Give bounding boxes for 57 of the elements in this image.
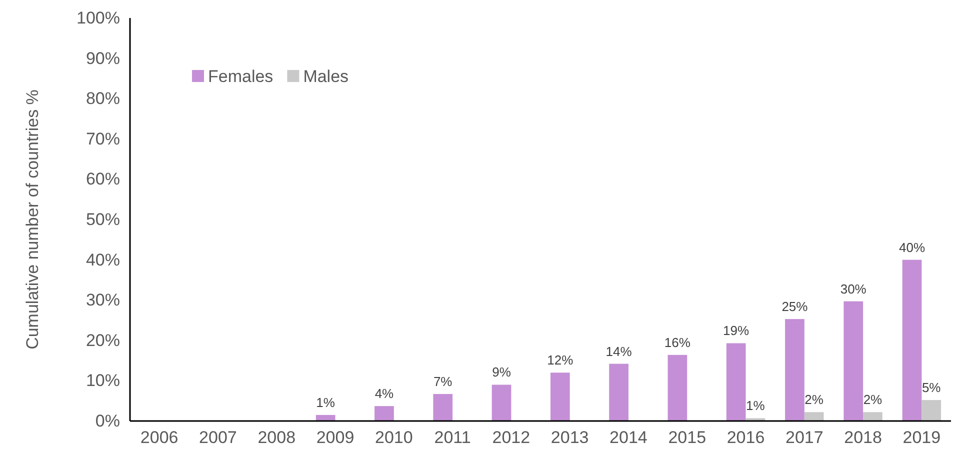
data-label: 4%	[374, 386, 394, 402]
y-tick-label: 30%	[86, 290, 120, 310]
x-tick-label: 2013	[550, 428, 589, 448]
x-tick-label: 2016	[726, 428, 765, 448]
bar	[316, 414, 336, 421]
bar	[726, 343, 746, 421]
y-tick-label: 100%	[76, 8, 120, 28]
y-tick-label: 90%	[86, 48, 120, 68]
data-label: 14%	[606, 344, 632, 359]
data-label: 25%	[782, 299, 808, 314]
bar	[863, 412, 882, 421]
y-tick-label: 70%	[86, 129, 120, 148]
bar	[902, 260, 922, 421]
y-tick-label: 40%	[86, 250, 120, 270]
y-tick-label: 60%	[86, 170, 120, 189]
data-label: 19%	[723, 323, 750, 338]
bar	[550, 372, 570, 421]
y-tick-label: 50%	[86, 210, 120, 229]
x-tick-label: 2011	[434, 428, 471, 448]
legend-label: Males	[303, 67, 349, 86]
x-tick-label: 2009	[316, 428, 354, 448]
bar	[374, 406, 394, 421]
y-axis-title: Cumulative number of countries %	[23, 90, 42, 350]
bar	[804, 412, 824, 421]
y-tick-label: 20%	[86, 330, 120, 350]
data-label: 5%	[922, 380, 942, 396]
data-label: 9%	[492, 364, 512, 380]
data-label: 1%	[746, 398, 766, 414]
bar	[922, 400, 942, 421]
x-tick-label: 2012	[492, 428, 530, 448]
x-tick-label: 2010	[374, 428, 413, 448]
data-label: 40%	[898, 240, 926, 255]
data-label: 1%	[316, 394, 336, 410]
bar	[492, 384, 512, 421]
y-tick-label: 0%	[95, 411, 120, 430]
x-tick-label: 2008	[258, 428, 296, 448]
bar	[785, 319, 804, 421]
legend-label: Females	[208, 67, 274, 86]
data-label: 12%	[547, 352, 574, 368]
x-tick-label: 2006	[140, 428, 178, 448]
bar	[668, 354, 688, 421]
y-tick-label: 80%	[86, 89, 120, 108]
data-label: 16%	[664, 334, 691, 350]
data-label: 2%	[863, 392, 883, 408]
data-label: 7%	[433, 374, 453, 389]
x-tick-label: 2017	[785, 428, 824, 448]
x-tick-label: 2014	[610, 428, 648, 448]
bar	[844, 301, 864, 421]
x-tick-label: 2018	[844, 428, 882, 448]
bar	[609, 364, 628, 421]
data-label: 2%	[804, 392, 824, 408]
x-tick-label: 2015	[668, 428, 706, 448]
bar	[433, 394, 453, 421]
data-label: 30%	[840, 281, 867, 296]
x-tick-label: 2019	[902, 428, 941, 448]
y-tick-label: 10%	[86, 371, 120, 390]
x-tick-label: 2007	[199, 428, 237, 448]
